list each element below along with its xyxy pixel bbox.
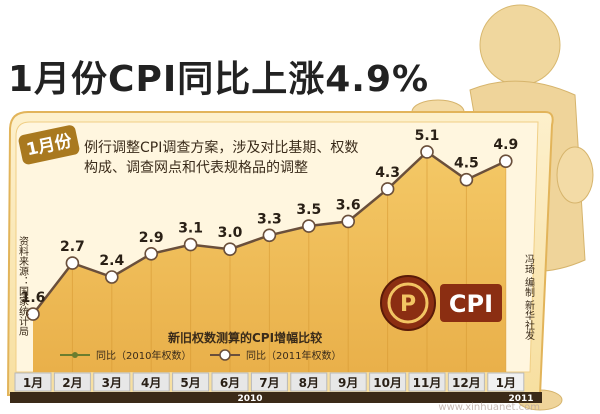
legend-title: 新旧权数测算的CPI增幅比较 — [168, 330, 322, 345]
data-label: 4.5 — [454, 156, 479, 172]
data-label: 3.5 — [296, 202, 321, 218]
data-label: 1.6 — [21, 290, 46, 306]
data-point — [183, 237, 198, 252]
note-line-1: 例行调整CPI调查方案，涉及对比基期、权数 — [84, 139, 358, 156]
x-tick-label: 6月 — [220, 376, 240, 390]
x-tick-label: 9月 — [338, 376, 358, 390]
x-tick-label: 1月 — [23, 376, 43, 390]
data-point — [65, 256, 80, 270]
data-label: 4.9 — [493, 137, 518, 153]
data-label: 2.7 — [60, 239, 85, 255]
x-tick-label: 3月 — [102, 376, 122, 390]
year-band-2011 — [500, 392, 542, 403]
x-tick-box — [14, 372, 52, 392]
x-tick-label: 8月 — [299, 376, 319, 390]
x-tick-box — [250, 372, 288, 392]
x-tick-label: 10月 — [373, 376, 402, 390]
data-point — [26, 307, 40, 321]
x-tick-box — [211, 372, 249, 392]
note-line-2: 构成、调查网点和代表规格品的调整 — [84, 160, 308, 176]
data-point — [341, 214, 356, 229]
x-tick-box — [408, 372, 446, 392]
year-label-2010: 2010 — [237, 394, 262, 404]
cpi-logo-text: CPI — [449, 290, 493, 318]
cpi-logo: P CPI — [380, 275, 502, 331]
data-point — [459, 172, 474, 187]
x-tick-label: 7月 — [259, 376, 279, 390]
x-tick-box — [447, 372, 485, 392]
legend-old: 同比（2010年权数） — [60, 349, 191, 362]
x-tick-box — [172, 372, 210, 392]
month-badge: 1月份 — [18, 125, 80, 165]
page-title: 1月份CPI同比上涨4.9% — [8, 59, 430, 100]
x-tick-box — [329, 372, 367, 392]
data-point — [223, 242, 237, 257]
data-label: 3.0 — [218, 225, 243, 241]
data-label: 2.4 — [99, 253, 124, 269]
legend-new: 同比（2011年权数） — [210, 349, 341, 362]
credit-note: 冯琦 编制 新华社发 — [523, 254, 535, 341]
data-point — [262, 228, 277, 243]
cpi-coin-letter: P — [400, 292, 416, 317]
source-note: 资料来源：国家统计局 — [17, 236, 29, 337]
x-tick-label: 12月 — [452, 376, 481, 390]
x-tick-label: 5月 — [180, 376, 200, 390]
data-point — [301, 219, 316, 233]
x-tick-box — [93, 372, 131, 392]
year-band-2010 — [10, 392, 510, 403]
data-point — [498, 154, 513, 168]
watermark: www.xinhuanet.com — [438, 402, 540, 413]
x-tick-label: 2月 — [62, 376, 82, 390]
legend-old-label: 同比（2010年权数） — [96, 349, 191, 362]
cpi-logo-box — [440, 284, 502, 322]
x-tick-box — [290, 372, 328, 392]
data-point — [420, 145, 434, 159]
data-label: 3.1 — [178, 221, 203, 237]
data-label: 2.9 — [139, 230, 164, 246]
x-tick-box — [132, 372, 170, 392]
x-tick-box — [369, 372, 407, 392]
x-tick-box — [487, 372, 525, 392]
data-label: 5.1 — [415, 128, 440, 144]
data-point — [105, 270, 119, 284]
x-axis: 1月 2月 3月 4月 5月 6月 7月 8月 9月 10月 11月 12月 1月 — [14, 372, 525, 392]
x-tick-box — [53, 372, 91, 392]
legend-new-label: 同比（2011年权数） — [246, 349, 341, 362]
year-label-2011: 2011 — [508, 394, 533, 404]
data-label: 3.3 — [257, 211, 282, 227]
x-tick-label: 1月 — [496, 376, 516, 390]
x-tick-label: 4月 — [141, 376, 161, 390]
cpi-coin-ring — [387, 282, 429, 324]
data-label: 3.6 — [336, 197, 361, 213]
data-point — [380, 182, 395, 196]
data-label: 4.3 — [375, 165, 400, 181]
x-tick-label: 11月 — [413, 376, 442, 390]
data-point — [144, 247, 158, 261]
